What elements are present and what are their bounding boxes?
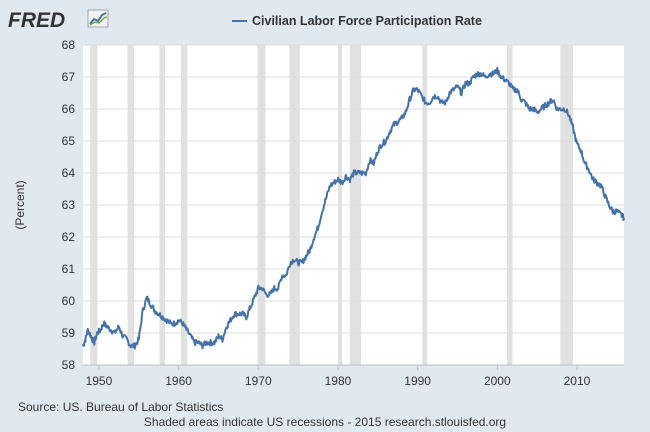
y-tick-label: 64 <box>62 166 76 180</box>
x-tick-label: 2000 <box>484 374 511 388</box>
fred-logo[interactable]: FRED <box>8 9 109 32</box>
legend: Civilian Labor Force Participation Rate <box>232 14 482 28</box>
y-tick-label: 68 <box>62 38 76 52</box>
y-tick-label: 61 <box>62 262 76 276</box>
x-tick-label: 1950 <box>86 374 113 388</box>
y-tick-label: 66 <box>62 102 76 116</box>
x-tick-label: 1970 <box>245 374 272 388</box>
y-tick-label: 63 <box>62 198 76 212</box>
x-tick-label: 2010 <box>564 374 591 388</box>
x-axis: 1950 1960 1970 1980 1990 2000 2010 <box>83 364 624 388</box>
series-layer <box>82 66 625 350</box>
y-tick-label: 67 <box>62 70 76 84</box>
x-tick-label: 1960 <box>165 374 192 388</box>
x-tick-label: 1980 <box>325 374 352 388</box>
x-tick-label: 1990 <box>404 374 431 388</box>
y-axis: 58 59 60 61 62 63 64 65 66 67 68 <box>62 38 76 372</box>
source-note: Source: US. Bureau of Labor Statistics <box>18 400 223 414</box>
legend-label: Civilian Labor Force Participation Rate <box>252 14 482 28</box>
y-tick-label: 62 <box>62 230 76 244</box>
y-tick-label: 65 <box>62 134 76 148</box>
fred-logo-text: FRED <box>8 9 65 32</box>
y-tick-label: 58 <box>62 358 76 372</box>
y-tick-label: 60 <box>62 294 76 308</box>
y-tick-label: 59 <box>62 326 76 340</box>
series-line <box>82 66 625 350</box>
recession-footer-note: Shaded areas indicate US recessions - 20… <box>144 415 506 429</box>
y-axis-label: (Percent) <box>13 180 27 229</box>
fred-logo-graph-icon <box>87 9 109 28</box>
